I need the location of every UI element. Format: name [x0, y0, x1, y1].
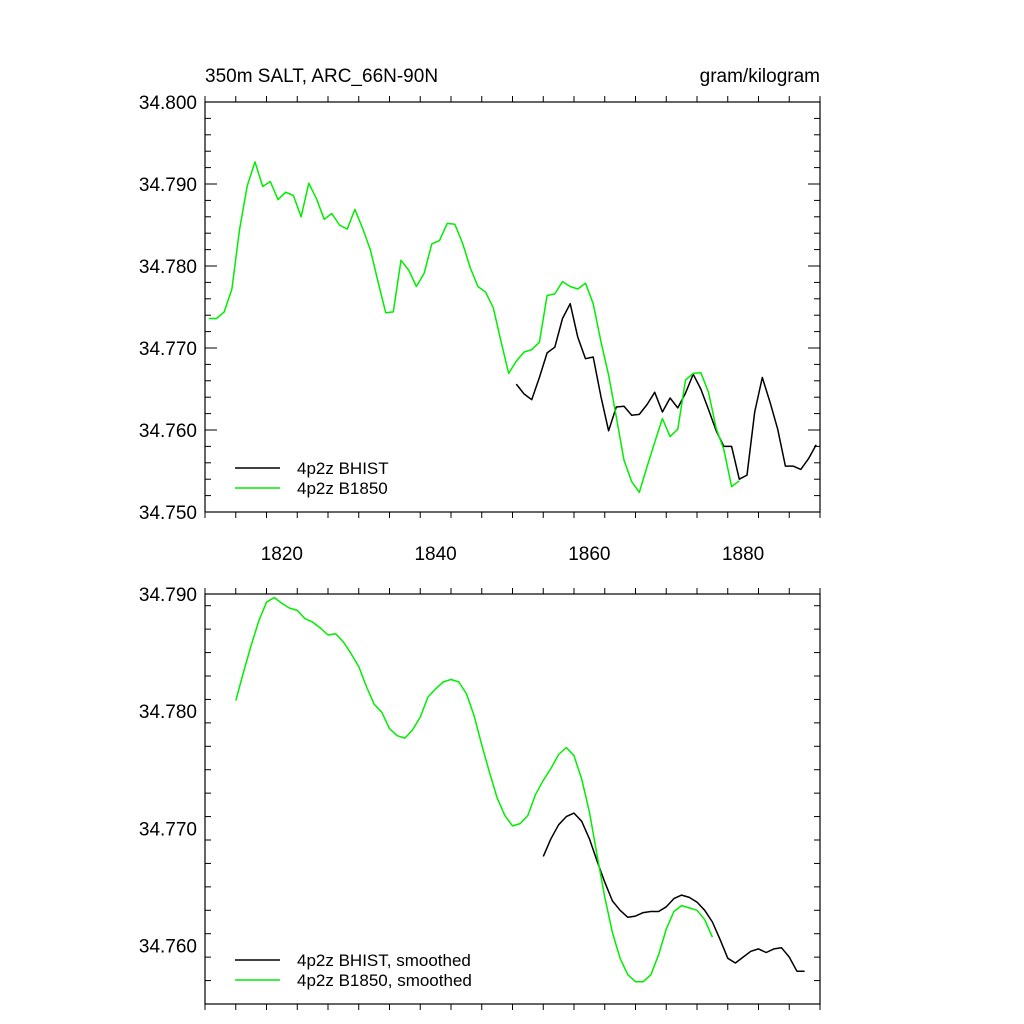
axis-ticks: 34.760 34.770 34.780 34.790 [139, 585, 821, 1010]
x-tick-label: 1840 [414, 544, 456, 565]
y-tick-label: 34.760 [139, 936, 197, 957]
y-tick-label: 34.770 [139, 339, 197, 360]
plot-frame [204, 101, 821, 513]
y-tick-label: 34.790 [139, 585, 197, 606]
y-tick-label: 34.780 [139, 702, 197, 723]
series-line-bhist [515, 302, 817, 480]
x-tick-label: 1860 [568, 544, 610, 565]
y-tick-label: 34.790 [139, 175, 197, 196]
series-layer [208, 161, 817, 494]
units-label: gram/kilogram [700, 66, 820, 87]
y-tick-label: 34.780 [139, 257, 197, 278]
series-line-b1850 [208, 161, 740, 494]
legend-label: 4p2z B1850, smoothed [297, 971, 472, 990]
axis-ticks: 34.750 34.760 34.770 34.780 34.790 34.800 1820… [139, 93, 821, 565]
plot-frame [204, 593, 821, 1005]
y-tick-label: 34.750 [139, 503, 197, 524]
series-line-b1850 [235, 596, 714, 983]
x-tick-label: 1820 [261, 544, 303, 565]
y-tick-label: 34.800 [139, 93, 197, 114]
series-line-bhist [542, 812, 805, 972]
series-layer [235, 596, 805, 983]
chart-title: 350m SALT, ARC_66N-90N [205, 66, 438, 87]
legend-label: 4p2z BHIST [297, 459, 389, 478]
smoothed-salt-panel: 34.760 34.770 34.780 34.790 4p2z BHIST, smo… [139, 585, 821, 1010]
x-tick-label: 1880 [722, 544, 764, 565]
salt-timeseries-panel: 350m SALT, ARC_66N-90N gram/kilogram 34.… [139, 66, 821, 565]
y-tick-label: 34.770 [139, 819, 197, 840]
y-tick-label: 34.760 [139, 421, 197, 442]
legend-label: 4p2z BHIST, smoothed [297, 951, 471, 970]
legend-label: 4p2z B1850 [297, 479, 388, 498]
